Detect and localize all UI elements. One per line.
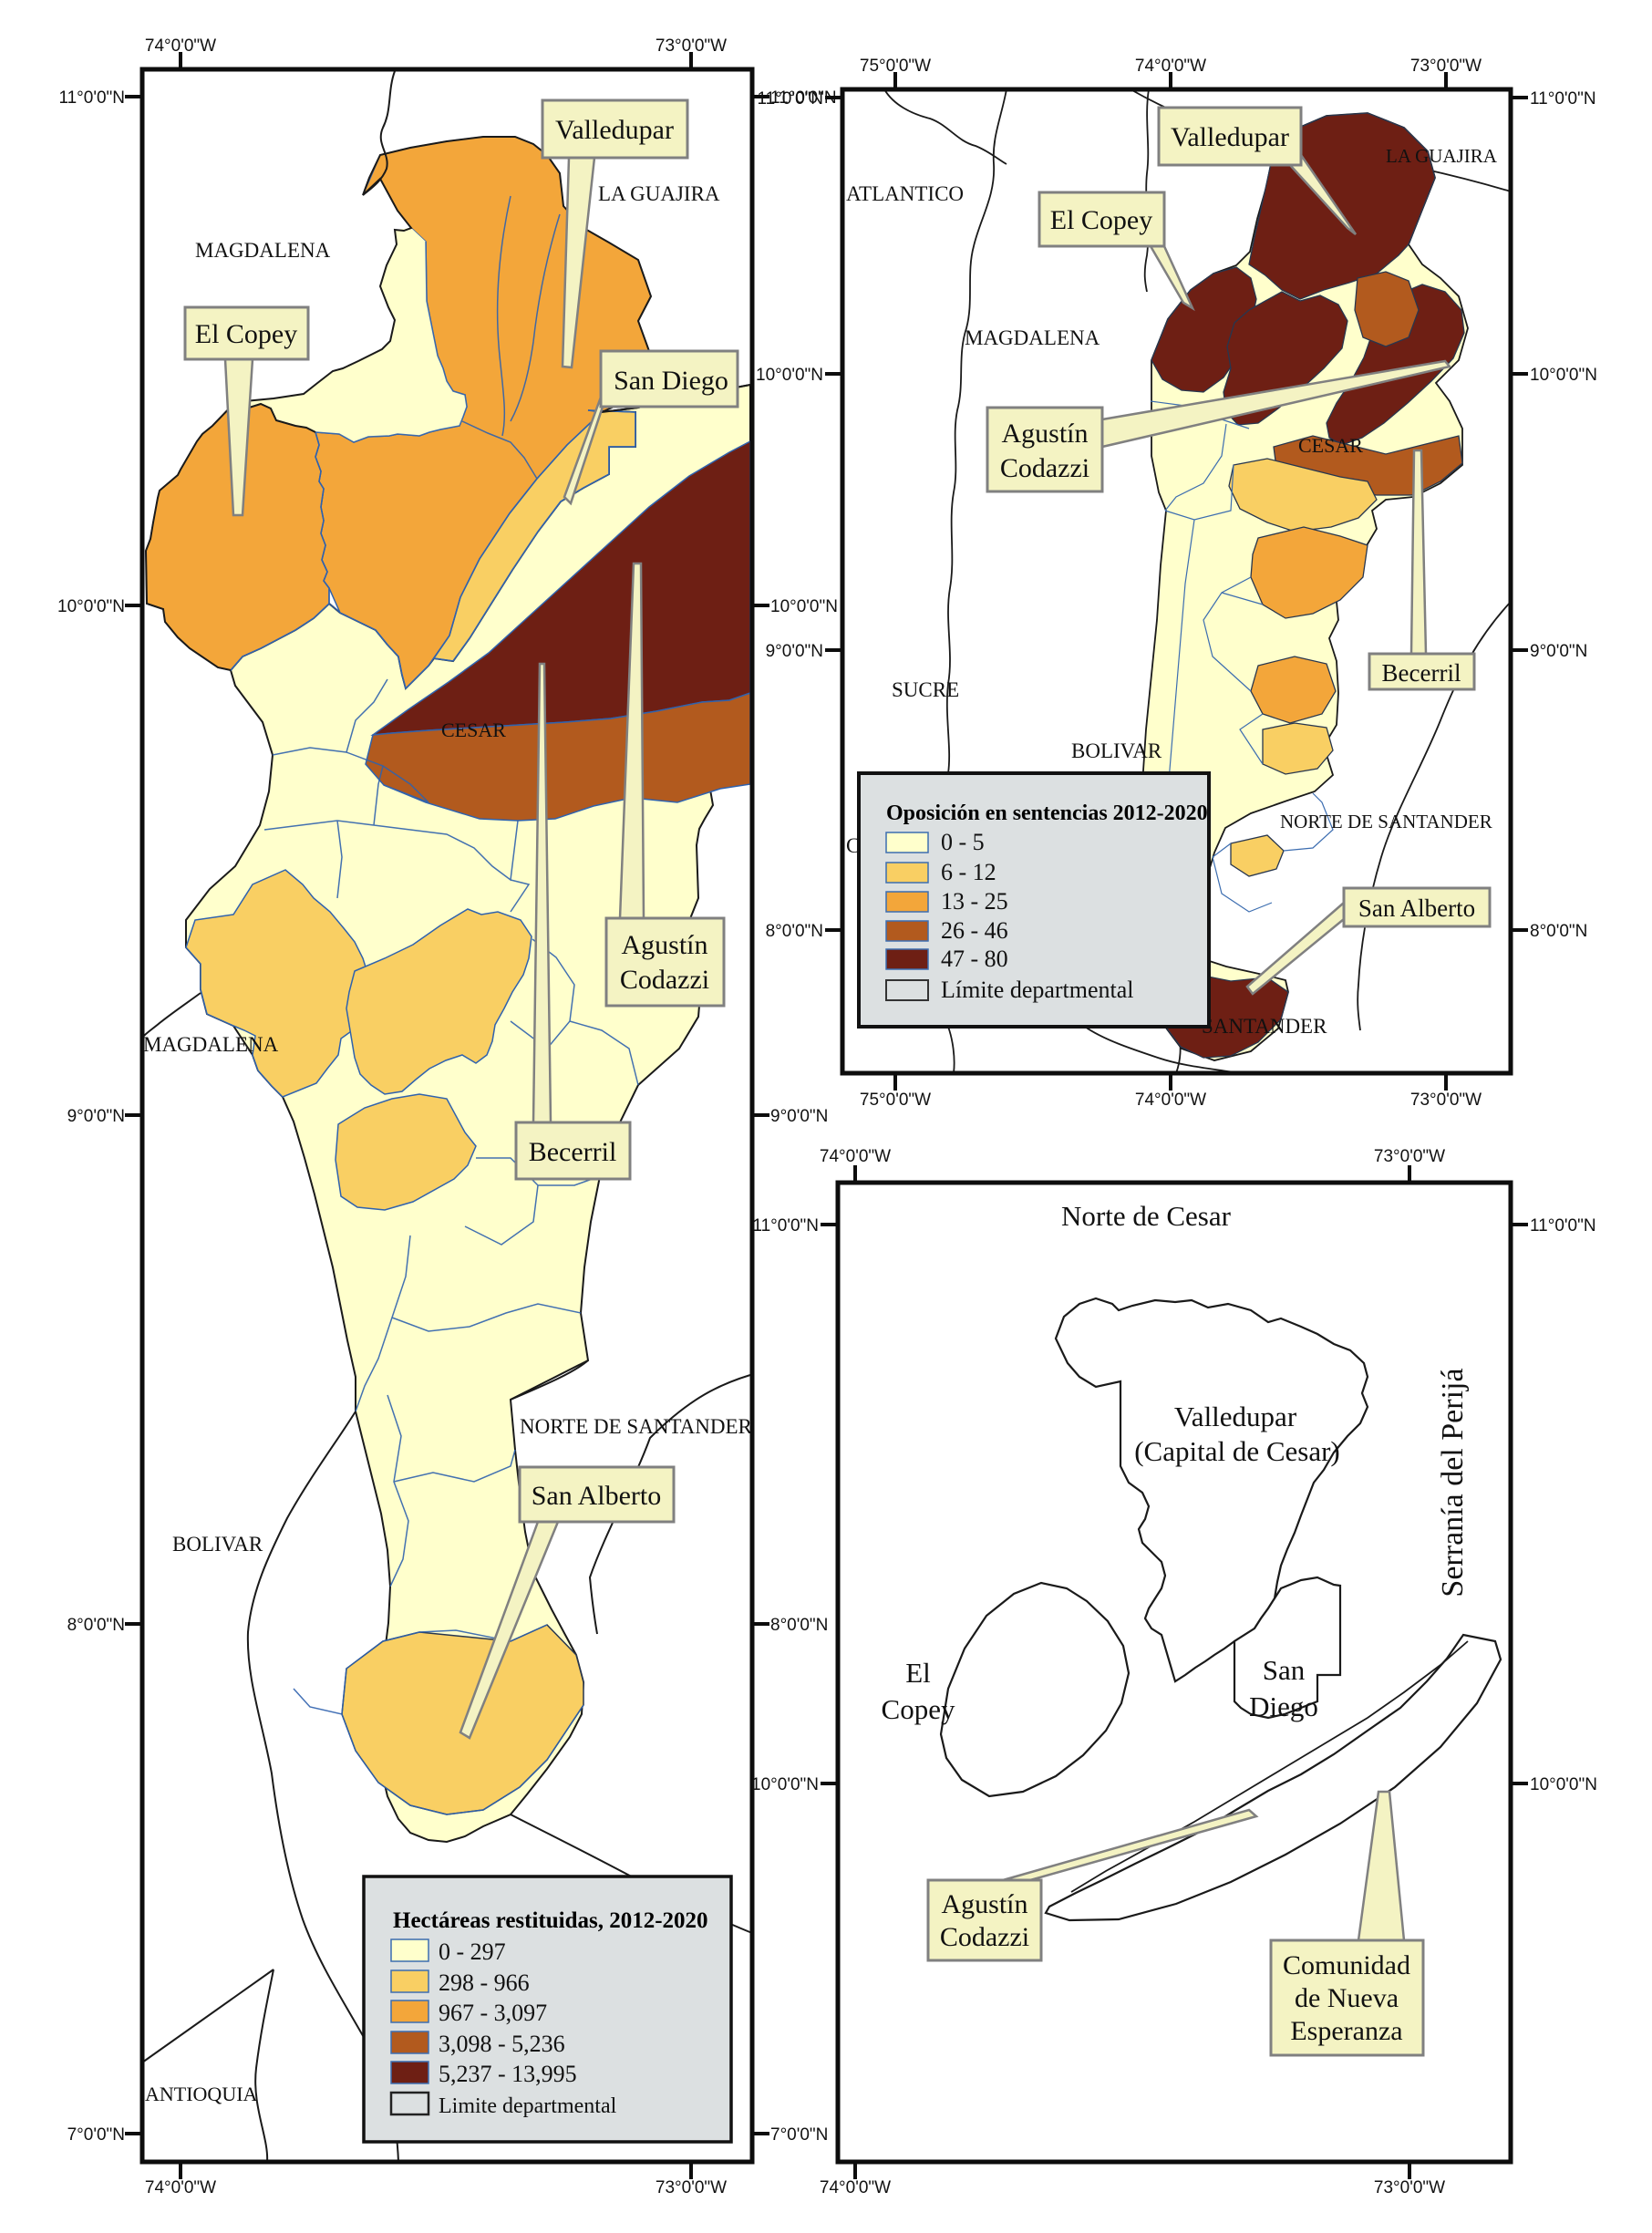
svg-text:San Alberto: San Alberto: [1358, 894, 1475, 922]
svg-text:10°0'0"N: 10°0'0"N: [1530, 366, 1597, 385]
svg-text:SANTANDER: SANTANDER: [1202, 1015, 1327, 1038]
svg-text:Agustín: Agustín: [941, 1889, 1027, 1919]
svg-text:7°0'0"N: 7°0'0"N: [770, 2125, 828, 2145]
svg-text:11°0'0"N: 11°0'0"N: [1530, 1216, 1596, 1235]
svg-text:Comunidad: Comunidad: [1283, 1950, 1410, 1980]
svg-text:6 - 12: 6 - 12: [941, 859, 996, 885]
svg-text:75°0'0"W: 75°0'0"W: [860, 57, 931, 76]
svg-text:7°0'0"N: 7°0'0"N: [67, 2125, 125, 2145]
svg-text:de Nueva: de Nueva: [1295, 1983, 1399, 2013]
svg-text:El Copey: El Copey: [195, 319, 298, 349]
svg-text:(Capital de Cesar): (Capital de Cesar): [1134, 1435, 1340, 1467]
svg-text:LA GUAJIRA: LA GUAJIRA: [598, 182, 720, 205]
svg-text:11°0'0"N: 11°0'0"N: [1530, 89, 1596, 109]
svg-text:13 - 25: 13 - 25: [941, 888, 1008, 915]
svg-text:Oposición en sentencias 2012-2: Oposición en sentencias 2012-2020: [886, 801, 1208, 825]
svg-text:LA GUAJIRA: LA GUAJIRA: [1386, 145, 1498, 167]
svg-text:73°0'0"W: 73°0'0"W: [656, 36, 727, 56]
svg-text:8°0'0"N: 8°0'0"N: [766, 922, 823, 941]
svg-text:74°0'0"W: 74°0'0"W: [820, 2178, 891, 2197]
svg-text:San Diego: San Diego: [614, 366, 728, 396]
svg-text:MAGDALENA: MAGDALENA: [965, 326, 1100, 349]
svg-text:967 - 3,097: 967 - 3,097: [439, 2000, 547, 2026]
svg-text:8°0'0"N: 8°0'0"N: [67, 1616, 125, 1635]
svg-text:9°0'0"N: 9°0'0"N: [770, 1107, 828, 1126]
svg-text:11°0'0"N: 11°0'0"N: [58, 88, 125, 108]
svg-text:Esperanza: Esperanza: [1290, 2016, 1402, 2046]
svg-text:Copey: Copey: [882, 1693, 955, 1725]
svg-text:73°0'0"W: 73°0'0"W: [1410, 1091, 1482, 1110]
svg-text:11°0'0"N: 11°0'0"N: [770, 88, 837, 108]
svg-text:NORTE DE SANTANDER: NORTE DE SANTANDER: [1280, 811, 1492, 832]
svg-text:Límite departmental: Límite departmental: [941, 977, 1134, 1003]
svg-text:9°0'0"N: 9°0'0"N: [766, 642, 823, 661]
svg-text:Limite departmental: Limite departmental: [439, 2094, 617, 2118]
svg-text:BOLIVAR: BOLIVAR: [1071, 739, 1162, 762]
svg-text:MAGDALENA: MAGDALENA: [143, 1033, 279, 1056]
svg-text:74°0'0"W: 74°0'0"W: [1135, 1091, 1206, 1110]
svg-text:10°0'0"N: 10°0'0"N: [770, 597, 838, 616]
svg-text:NORTE DE SANTANDER: NORTE DE SANTANDER: [520, 1415, 753, 1438]
svg-text:73°0'0"W: 73°0'0"W: [656, 2178, 727, 2197]
svg-text:Codazzi: Codazzi: [620, 965, 709, 995]
svg-text:Codazzi: Codazzi: [940, 1922, 1029, 1952]
svg-text:74°0'0"W: 74°0'0"W: [145, 36, 216, 56]
svg-text:75°0'0"W: 75°0'0"W: [860, 1091, 931, 1110]
svg-text:73°0'0"W: 73°0'0"W: [1374, 1147, 1445, 1166]
svg-text:C: C: [846, 834, 860, 857]
svg-text:Agustín: Agustín: [621, 930, 707, 960]
svg-text:SUCRE: SUCRE: [892, 678, 959, 701]
svg-text:298 - 966: 298 - 966: [439, 1969, 530, 1996]
svg-text:10°0'0"N: 10°0'0"N: [756, 366, 823, 385]
svg-text:Agustín: Agustín: [1001, 419, 1088, 449]
svg-text:74°0'0"W: 74°0'0"W: [145, 2178, 216, 2197]
svg-text:Becerril: Becerril: [529, 1137, 617, 1167]
svg-text:73°0'0"W: 73°0'0"W: [1374, 2178, 1445, 2197]
svg-text:CESAR: CESAR: [1298, 434, 1363, 457]
svg-text:San Alberto: San Alberto: [532, 1481, 662, 1511]
svg-text:74°0'0"W: 74°0'0"W: [820, 1147, 891, 1166]
svg-text:0 - 5: 0 - 5: [941, 829, 985, 855]
svg-text:8°0'0"N: 8°0'0"N: [770, 1616, 828, 1635]
svg-text:10°0'0"N: 10°0'0"N: [57, 597, 125, 616]
svg-text:74°0'0"W: 74°0'0"W: [1135, 57, 1206, 76]
svg-text:Valledupar: Valledupar: [1174, 1401, 1297, 1432]
svg-text:10°0'0"N: 10°0'0"N: [1530, 1775, 1597, 1794]
svg-text:3,098 - 5,236: 3,098 - 5,236: [439, 2031, 565, 2057]
svg-text:Valledupar: Valledupar: [555, 115, 674, 145]
svg-text:Codazzi: Codazzi: [1000, 453, 1089, 483]
svg-text:8°0'0"N: 8°0'0"N: [1530, 922, 1587, 941]
svg-text:El Copey: El Copey: [1050, 205, 1153, 235]
svg-text:CESAR: CESAR: [441, 718, 506, 741]
svg-text:San: San: [1263, 1654, 1306, 1686]
svg-text:5,237 - 13,995: 5,237 - 13,995: [439, 2061, 577, 2087]
svg-text:ATLANTICO: ATLANTICO: [846, 182, 964, 205]
svg-text:47 - 80: 47 - 80: [941, 946, 1008, 972]
svg-text:11°0'0"N: 11°0'0"N: [752, 1216, 819, 1235]
svg-text:10°0'0"N: 10°0'0"N: [751, 1775, 819, 1794]
svg-text:Diego: Diego: [1249, 1690, 1318, 1722]
svg-text:11°0'0"N: 11°0'0"N: [757, 89, 823, 109]
svg-text:73°0'0"W: 73°0'0"W: [1410, 57, 1482, 76]
svg-text:MAGDALENA: MAGDALENA: [195, 239, 331, 262]
svg-text:El: El: [905, 1657, 931, 1689]
svg-text:ANTIOQUIA: ANTIOQUIA: [145, 2083, 258, 2105]
svg-text:Norte de Cesar: Norte de Cesar: [1061, 1200, 1232, 1232]
svg-text:26 - 46: 26 - 46: [941, 917, 1008, 944]
svg-text:Becerril: Becerril: [1382, 659, 1461, 687]
svg-text:BOLIVAR: BOLIVAR: [172, 1533, 263, 1556]
svg-text:0 - 297: 0 - 297: [439, 1938, 506, 1965]
svg-text:Hectáreas restituidas, 2012-20: Hectáreas restituidas, 2012-2020: [393, 1908, 708, 1933]
svg-text:Valledupar: Valledupar: [1171, 122, 1289, 152]
svg-text:Serranía del Perijá: Serranía del Perijá: [1436, 1368, 1470, 1597]
svg-text:9°0'0"N: 9°0'0"N: [1530, 642, 1587, 661]
svg-text:9°0'0"N: 9°0'0"N: [67, 1107, 125, 1126]
